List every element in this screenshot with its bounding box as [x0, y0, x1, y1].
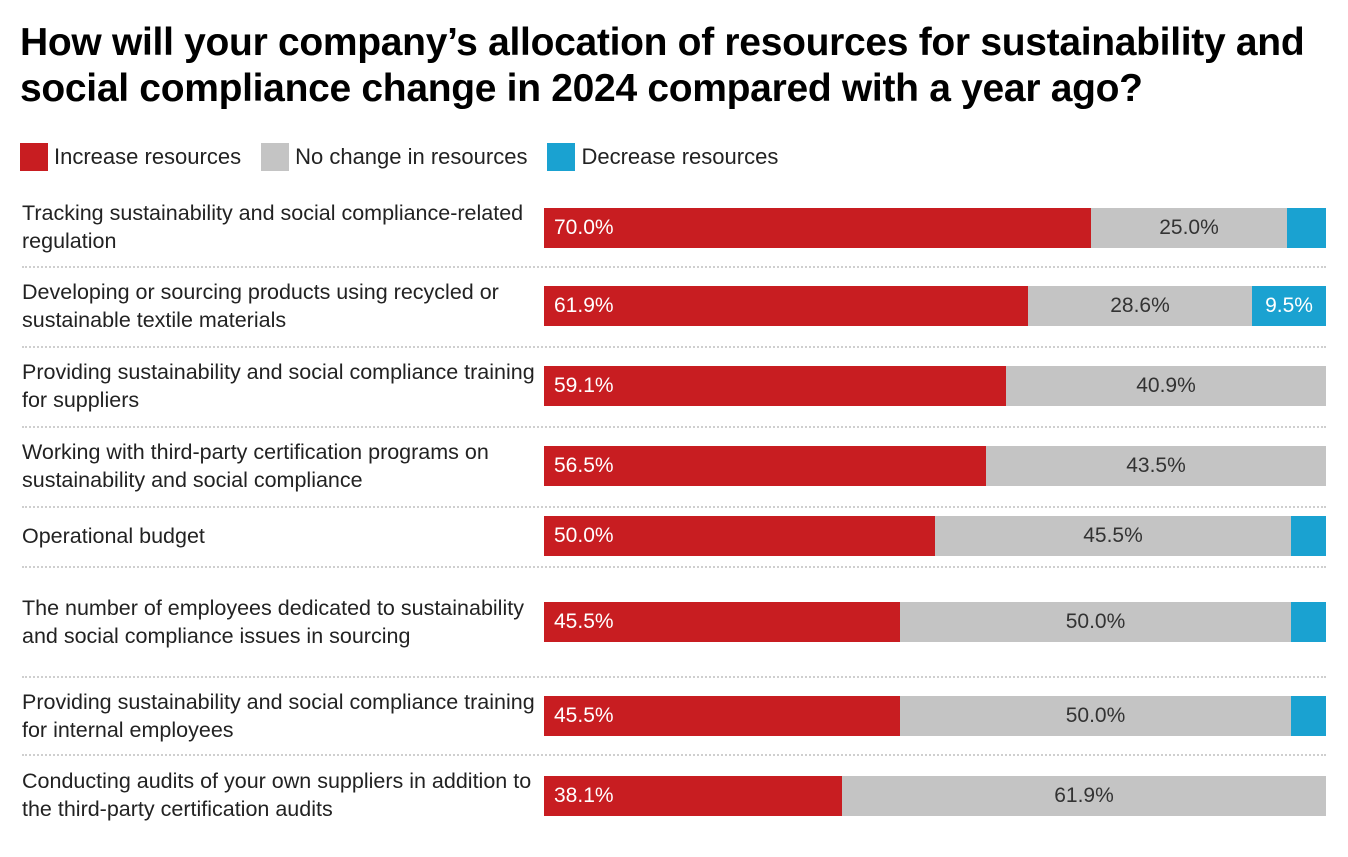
stacked-bar: 70.0% 25.0%	[544, 208, 1326, 248]
data-label: 38.1%	[554, 784, 614, 807]
data-label: 45.5%	[554, 610, 614, 633]
legend-item-decrease: Decrease resources	[547, 143, 778, 171]
category-label: Working with third-party certification p…	[22, 440, 489, 492]
category-label: Developing or sourcing products using re…	[22, 280, 499, 332]
bar-segment-increase: 50.0%	[544, 516, 935, 556]
legend-label-no-change: No change in resources	[295, 144, 528, 169]
data-label: 70.0%	[554, 216, 614, 239]
row-divider	[22, 506, 1326, 508]
row-divider	[22, 676, 1326, 678]
stacked-bar: 59.1% 40.9%	[544, 366, 1326, 406]
bar-segment-increase: 59.1%	[544, 366, 1006, 406]
row-divider	[22, 346, 1326, 348]
bar-segment-decrease	[1287, 208, 1326, 248]
legend-item-increase: Increase resources	[20, 143, 241, 171]
row-divider	[22, 426, 1326, 428]
data-label: 56.5%	[554, 454, 614, 477]
legend: Increase resources No change in resource…	[20, 141, 798, 173]
bar-segment-no-change: 40.9%	[1006, 366, 1326, 406]
bar-segment-increase: 45.5%	[544, 696, 900, 736]
bar-segment-no-change: 45.5%	[935, 516, 1291, 556]
category-label: Providing sustainability and social comp…	[22, 690, 535, 742]
row-divider	[22, 266, 1326, 268]
bar-segment-decrease	[1291, 696, 1326, 736]
bar-segment-increase: 56.5%	[544, 446, 986, 486]
row-divider	[22, 754, 1326, 756]
data-label: 61.9%	[1054, 784, 1114, 807]
bar-segment-decrease	[1291, 516, 1326, 556]
bar-segment-decrease: 9.5%	[1252, 286, 1326, 326]
data-label: 28.6%	[1110, 294, 1170, 317]
data-label: 45.5%	[1083, 524, 1143, 547]
bar-segment-no-change: 50.0%	[900, 602, 1291, 642]
legend-label-decrease: Decrease resources	[581, 144, 779, 169]
legend-item-no-change: No change in resources	[261, 143, 527, 171]
bar-segment-no-change: 28.6%	[1028, 286, 1252, 326]
row-divider	[22, 566, 1326, 568]
category-label: Conducting audits of your own suppliers …	[22, 769, 532, 821]
bar-segment-decrease	[1291, 602, 1326, 642]
data-label: 50.0%	[1065, 704, 1126, 727]
category-label: Operational budget	[22, 524, 205, 548]
data-label: 9.5%	[1265, 294, 1313, 317]
data-label: 43.5%	[1126, 454, 1186, 477]
data-label: 50.0%	[1065, 610, 1126, 633]
legend-swatch-increase	[20, 143, 48, 171]
stacked-bar: 61.9% 28.6% 9.5%	[544, 286, 1326, 326]
category-label: Tracking sustainability and social compl…	[22, 201, 524, 253]
bar-segment-increase: 61.9%	[544, 286, 1028, 326]
bar-segment-increase: 70.0%	[544, 208, 1091, 248]
stacked-bar: 45.5% 50.0%	[544, 696, 1326, 736]
stacked-bar: 45.5% 50.0%	[544, 602, 1326, 642]
bar-segment-no-change: 50.0%	[900, 696, 1291, 736]
bar-segment-increase: 45.5%	[544, 602, 900, 642]
data-label: 25.0%	[1159, 216, 1219, 239]
legend-label-increase: Increase resources	[54, 144, 242, 169]
legend-swatch-decrease	[547, 143, 576, 171]
bar-segment-no-change: 25.0%	[1091, 208, 1287, 248]
bar-segment-increase: 38.1%	[544, 776, 842, 816]
data-label: 61.9%	[554, 294, 614, 317]
category-label: The number of employees dedicated to sus…	[22, 596, 524, 648]
bar-segment-no-change: 61.9%	[842, 776, 1326, 816]
data-label: 40.9%	[1136, 374, 1196, 397]
stacked-bar: 38.1% 61.9%	[544, 776, 1326, 816]
data-label: 59.1%	[554, 374, 614, 397]
bar-segment-no-change: 43.5%	[986, 446, 1326, 486]
category-label: Providing sustainability and social comp…	[22, 360, 535, 412]
chart-title: How will your company’s allocation of re…	[20, 21, 1305, 110]
data-label: 45.5%	[554, 704, 614, 727]
data-label: 50.0%	[554, 524, 614, 547]
legend-swatch-no-change	[261, 143, 290, 171]
stacked-bar: 50.0% 45.5%	[544, 516, 1326, 556]
stacked-bar: 56.5% 43.5%	[544, 446, 1326, 486]
